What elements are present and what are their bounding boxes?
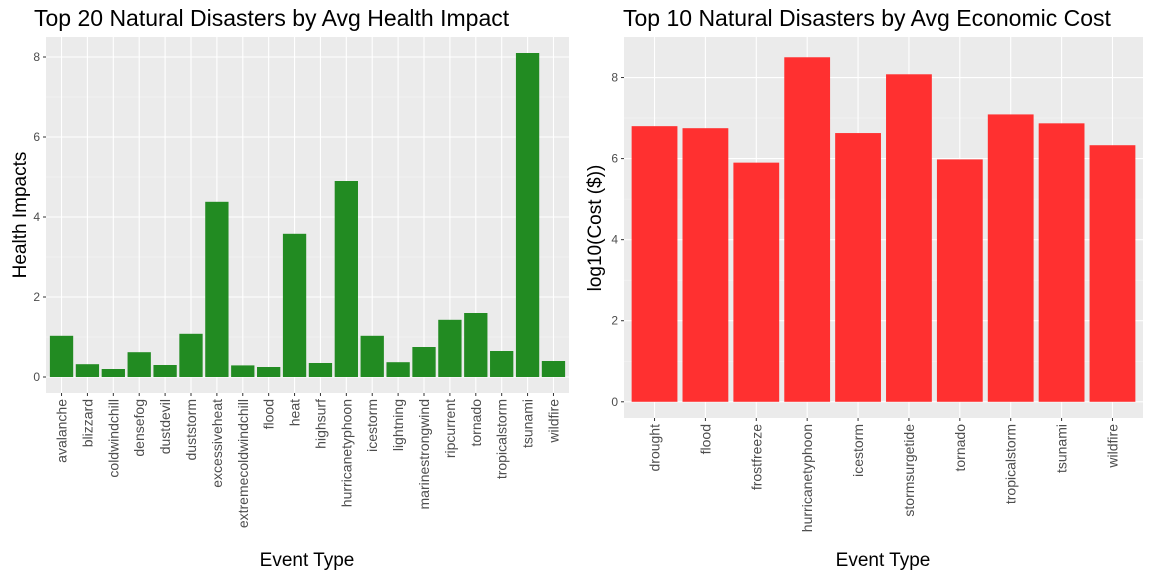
chart2-bar-drought xyxy=(631,126,678,402)
chart1-bar-dustdevil xyxy=(153,365,177,377)
chart1-y-tick-label: 2 xyxy=(33,290,40,304)
chart1-bar-marinestrongwind xyxy=(412,347,436,377)
chart2-x-axis-title: Event Type xyxy=(836,550,931,571)
chart1-bar-densefog xyxy=(127,352,151,377)
chart1-bar-extremecoldwindchill xyxy=(231,365,255,377)
chart2-x-tick-label: icestorm xyxy=(850,424,866,477)
chart1-x-tick-label: flood xyxy=(261,399,277,429)
chart2-bar-frostfreeze xyxy=(733,162,780,402)
chart2-y-tick-label: 6 xyxy=(611,152,618,166)
chart2-bar-icestorm xyxy=(835,133,881,402)
chart1-y-tick-label: 4 xyxy=(33,210,40,224)
chart1-x-tick-label: ripcurrent xyxy=(442,399,458,458)
chart2-x-tick-label: tsunami xyxy=(1054,424,1070,473)
chart2-bar-tsunami xyxy=(1038,123,1085,402)
chart1-x-tick-label: highsurf xyxy=(312,399,328,449)
chart1-plot-background xyxy=(46,37,569,393)
chart2-x-tick-label: drought xyxy=(647,424,663,472)
chart1-bar-wildfire xyxy=(541,361,566,377)
chart1-bar-hurricanetyphoon xyxy=(334,181,358,377)
chart1-bar-heat xyxy=(282,233,307,377)
chart2-bar-tornado xyxy=(936,159,983,402)
chart2-bar-hurricanetyphoon xyxy=(784,57,831,402)
chart1-title: Top 20 Natural Disasters by Avg Health I… xyxy=(34,5,510,31)
chart1-x-tick-label: marinestrongwind xyxy=(416,399,432,510)
chart2-x-tick-label: stormsurgetide xyxy=(901,424,917,517)
chart1-bar-excessiveheat xyxy=(205,201,229,377)
chart1-x-tick-label: blizzard xyxy=(79,399,95,447)
chart2-bar-wildfire xyxy=(1089,145,1136,402)
chart1-x-tick-label: extremecoldwindchill xyxy=(235,399,251,528)
chart1-x-tick-label: tornado xyxy=(468,399,484,447)
chart2-x-tick-label: tropicalstorm xyxy=(1003,424,1019,504)
chart1-bar-coldwindchill xyxy=(101,369,125,377)
chart1-bar-tropicalstorm xyxy=(490,351,514,377)
chart1-y-tick-label: 6 xyxy=(33,130,40,144)
chart2-y-tick-label: 8 xyxy=(611,71,618,85)
chart1-x-tick-label: coldwindchill xyxy=(105,399,121,478)
chart1-bar-highsurf xyxy=(308,363,333,377)
chart2-x-tick-label: tornado xyxy=(952,424,968,472)
chart2-x-tick-label: frostfreeze xyxy=(748,424,764,490)
chart2-y-tick-label: 4 xyxy=(611,233,618,247)
chart1-y-tick-label: 0 xyxy=(33,370,40,384)
chart2-x-tick-label: wildfire xyxy=(1104,424,1120,469)
chart2-y-tick-label: 2 xyxy=(611,314,618,328)
chart1-x-tick-label: icestorm xyxy=(364,399,380,452)
chart1-bar-avalanche xyxy=(49,335,74,377)
chart2-bar-tropicalstorm xyxy=(987,114,1034,402)
chart1-x-tick-label: excessiveheat xyxy=(209,399,225,488)
chart2-bar-stormsurgetide xyxy=(886,74,932,402)
chart2-x-tick-label: flood xyxy=(697,424,713,454)
chart2-y-tick-label: 0 xyxy=(611,395,618,409)
chart1-x-tick-label: avalanche xyxy=(54,399,70,463)
chart2-bar-flood xyxy=(682,128,729,402)
chart1-bar-duststorm xyxy=(179,333,203,377)
chart1-bar-flood xyxy=(257,367,281,377)
chart1-panel: 0 2 4 6 8 avalanche blizzard coldwindchill dense… xyxy=(10,37,569,571)
chart2-x-tick-label: hurricanetyphoon xyxy=(799,424,815,532)
chart1-bar-ripcurrent xyxy=(438,319,462,377)
chart1-x-tick-label: tropicalstorm xyxy=(494,399,510,479)
chart1-bar-icestorm xyxy=(360,335,384,377)
chart2-panel: 0 2 4 6 8 drought flood frostfreeze hurricanetyp… xyxy=(585,37,1143,571)
chart1-x-tick-label: hurricanetyphoon xyxy=(338,399,354,507)
chart1-bar-lightning xyxy=(386,362,410,377)
chart1-x-tick-label: heat xyxy=(287,399,303,426)
chart1-x-tick-label: dustdevil xyxy=(157,399,173,454)
chart2-y-axis-title: log10(Cost ($)) xyxy=(585,165,606,292)
chart1-x-axis-title: Event Type xyxy=(260,550,355,571)
chart1-bar-tornado xyxy=(464,313,488,377)
chart1-x-tick-label: lightning xyxy=(390,399,406,451)
chart1-y-axis-title: Health Impacts xyxy=(10,152,31,279)
chart1-bar-tsunami xyxy=(515,53,540,377)
chart1-x-tick-label: tsunami xyxy=(520,399,536,448)
chart1-x-tick-label: duststorm xyxy=(183,399,199,460)
chart1-bar-blizzard xyxy=(75,364,100,377)
chart1-y-tick-label: 8 xyxy=(33,50,40,64)
chart2-title: Top 10 Natural Disasters by Avg Economic… xyxy=(623,5,1111,31)
chart1-x-tick-label: wildfire xyxy=(545,399,561,444)
chart1-x-tick-label: densefog xyxy=(131,399,147,457)
